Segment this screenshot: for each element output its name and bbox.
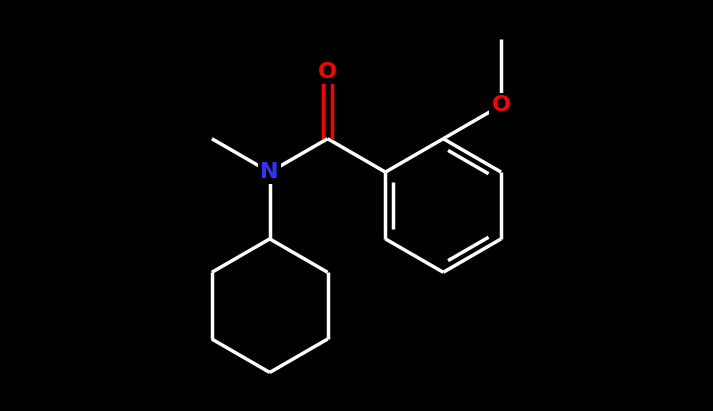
Text: O: O	[491, 95, 511, 115]
Text: N: N	[260, 162, 279, 182]
Text: O: O	[318, 62, 337, 82]
